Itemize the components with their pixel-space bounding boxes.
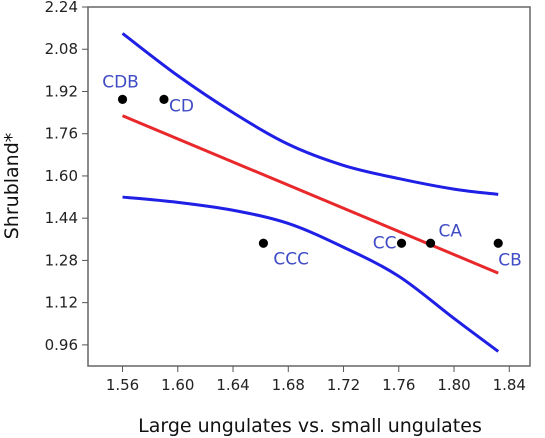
x-tick-label: 1.68 <box>272 376 305 394</box>
data-point <box>396 238 407 248</box>
point-label: CA <box>439 221 463 241</box>
plot-frame <box>87 6 531 367</box>
y-axis-title: Shrubland* <box>1 133 23 240</box>
y-tick-label: 1.76 <box>45 125 78 143</box>
data-point <box>159 94 169 104</box>
x-tick-label: 1.80 <box>437 376 470 394</box>
x-tick-label: 1.64 <box>216 376 249 394</box>
data-point <box>493 238 503 248</box>
y-tick-label: 1.44 <box>45 209 78 227</box>
data-point <box>258 238 269 248</box>
data-point <box>425 238 436 248</box>
x-tick-label: 1.72 <box>327 376 360 394</box>
y-axis-ticks: 2.24 2.08 1.92 1.76 1.60 1.44 1.28 1.12 0.96 <box>45 0 88 354</box>
y-tick-label: 2.08 <box>45 40 78 58</box>
y-tick-label: 0.96 <box>45 336 78 354</box>
regression-line-group <box>121 114 499 275</box>
upper-confidence-band <box>121 32 499 196</box>
confidence-bands <box>121 32 500 353</box>
y-tick-label: 1.92 <box>45 82 78 100</box>
point-label: CD <box>169 96 194 116</box>
x-tick-label: 1.84 <box>493 376 526 394</box>
regression-line <box>121 114 499 275</box>
lower-confidence-band <box>122 195 500 353</box>
point-label: CB <box>498 250 522 270</box>
y-tick-label: 1.12 <box>45 294 78 312</box>
point-label: CC <box>373 233 397 253</box>
x-axis-title: Large ungulates vs. small ungulates <box>138 415 482 437</box>
point-label: CDB <box>102 72 139 92</box>
data-point <box>117 94 128 104</box>
x-tick-label: 1.56 <box>106 376 139 394</box>
x-tick-label: 1.60 <box>161 376 194 394</box>
y-tick-label: 1.28 <box>45 251 78 269</box>
point-label: CCC <box>273 249 309 269</box>
y-tick-label: 2.24 <box>45 0 78 16</box>
x-axis-ticks: 1.56 1.60 1.64 1.68 1.72 1.76 1.80 1.84 <box>106 366 526 394</box>
y-tick-label: 1.60 <box>45 167 78 185</box>
x-tick-label: 1.76 <box>382 376 415 394</box>
